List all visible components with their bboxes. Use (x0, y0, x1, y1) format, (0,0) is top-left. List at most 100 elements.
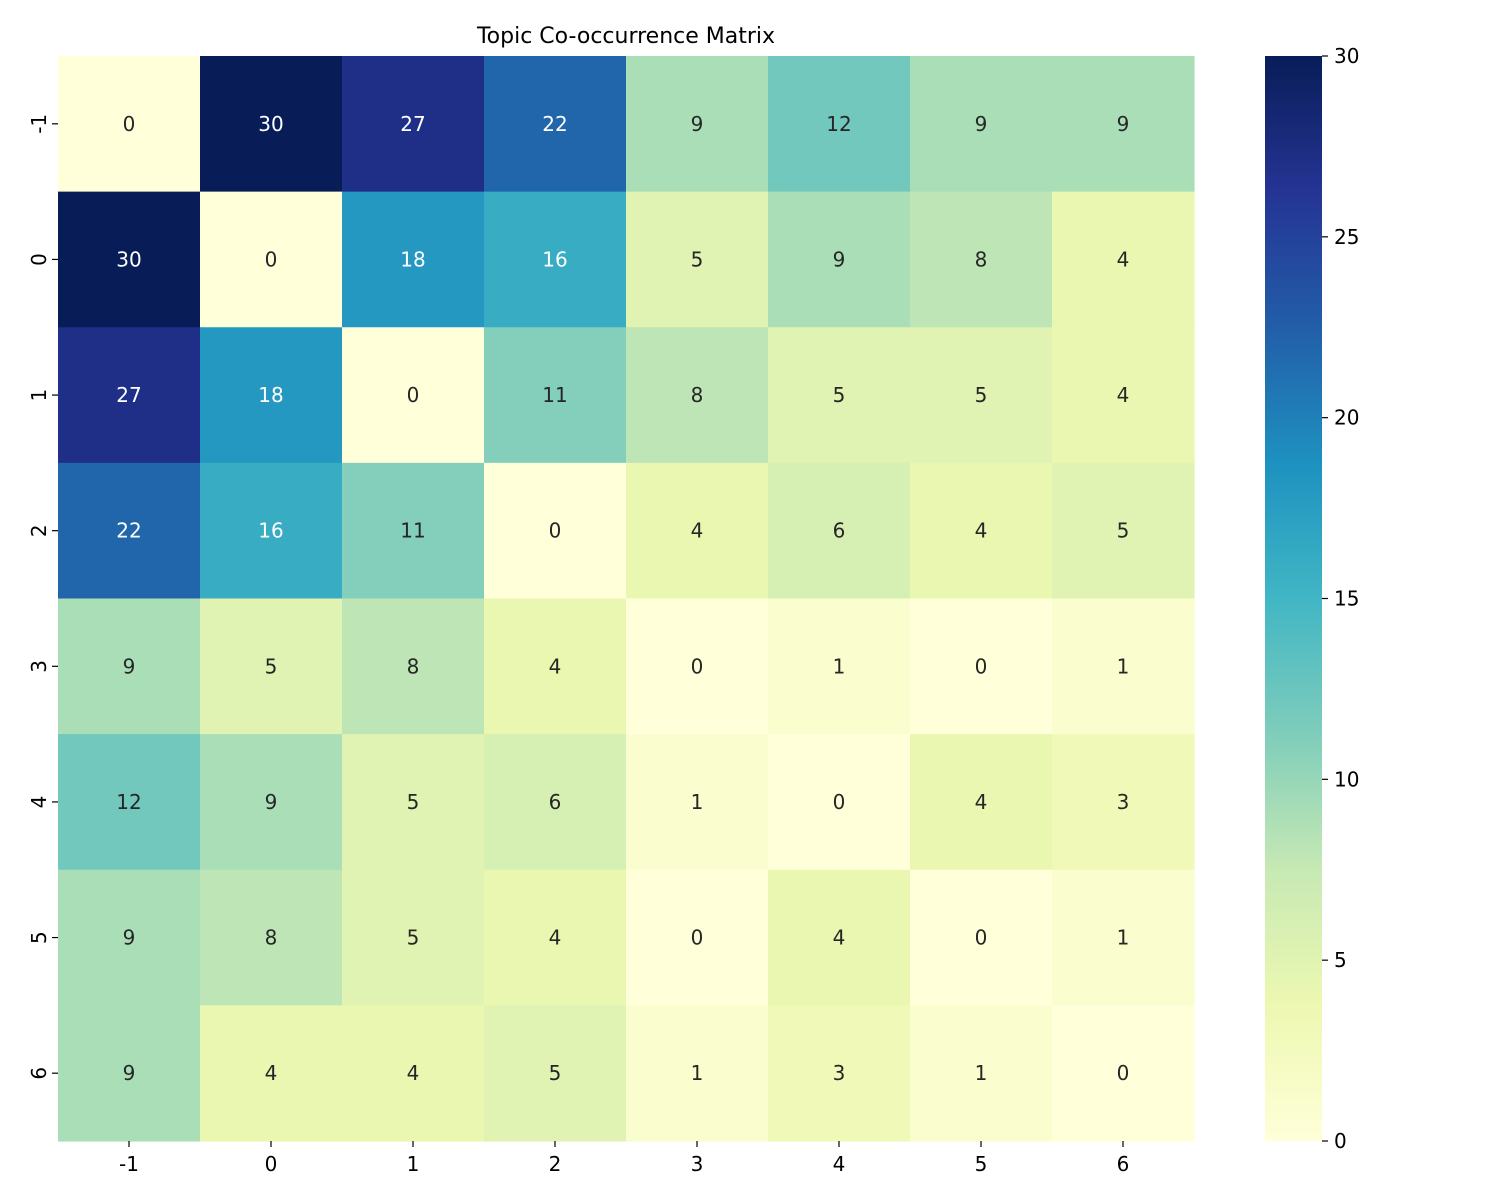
heatmap-cell-r1-c3 (484, 191, 627, 328)
colorbar-tick-label: 15 (1334, 587, 1359, 611)
cell-value-label: 0 (123, 112, 136, 136)
x-tick-label: 5 (975, 1152, 988, 1176)
colorbar-gradient (1265, 56, 1322, 1141)
x-tick-label: 2 (549, 1152, 562, 1176)
heatmap-cell-r6-c7 (1052, 869, 1195, 1006)
y-tick-label: 2 (27, 524, 51, 537)
heatmap-cell-r7-c3 (484, 1005, 627, 1142)
cell-value-label: 1 (1117, 654, 1130, 678)
cell-value-label: 1 (1117, 926, 1130, 950)
x-axis: -1 0 1 2 3 4 5 6 (119, 1141, 1129, 1176)
cell-value-label: 0 (1117, 1061, 1130, 1085)
x-tick-label: 6 (1117, 1152, 1130, 1176)
cell-value-label: 4 (833, 926, 846, 950)
cell-value-label: 16 (542, 247, 567, 271)
heatmap-cell-r4-c1 (200, 598, 343, 735)
heatmap-cell-r3-c1 (200, 462, 343, 600)
cell-value-label: 12 (826, 112, 851, 136)
cell-value-label: 0 (407, 383, 420, 407)
y-tick-label: 5 (27, 931, 51, 944)
colorbar-tick-label: 20 (1334, 406, 1359, 430)
cell-value-label: 18 (400, 247, 425, 271)
heatmap-cell-r1-c4 (626, 191, 769, 328)
cell-value-label: 4 (549, 654, 562, 678)
cell-value-label: 0 (691, 654, 704, 678)
cell-value-label: 8 (975, 247, 988, 271)
heatmap-cell-r6-c5 (768, 869, 911, 1006)
y-tick-label: -1 (27, 114, 51, 134)
heatmap-cell-r6-c2 (342, 869, 485, 1006)
heatmap-cell-r7-c2 (342, 1005, 485, 1142)
heatmap-cell-r3-c5 (768, 462, 911, 600)
heatmap-cell-r5-c5 (768, 734, 911, 871)
heatmap-cell-r3-c0 (58, 462, 201, 600)
cell-value-label: 5 (549, 1061, 562, 1085)
heatmap-annotations: 0 30 27 22 9 12 9 930 0 18 16 5 9 8 427 18 0 11 8 5 5 422 16 11… (116, 112, 1129, 1085)
cell-value-label: 0 (691, 926, 704, 950)
cell-value-label: 9 (123, 654, 136, 678)
y-tick-label: 3 (27, 660, 51, 673)
cell-value-label: 9 (123, 1061, 136, 1085)
cell-value-label: 16 (258, 519, 283, 543)
cell-value-label: 3 (1117, 790, 1130, 814)
cell-value-label: 9 (833, 247, 846, 271)
x-tick-label: 0 (265, 1152, 278, 1176)
cell-value-label: 4 (549, 926, 562, 950)
heatmap-cell-r3-c7 (1052, 462, 1195, 600)
y-axis: -1 0 1 2 3 4 5 6 (27, 114, 58, 1080)
heatmap-cell-r4-c5 (768, 598, 911, 735)
cell-value-label: 6 (833, 519, 846, 543)
heatmap-cell-r6-c6 (910, 869, 1053, 1006)
heatmap-cell-r5-c6 (910, 734, 1053, 871)
cell-value-label: 1 (975, 1061, 988, 1085)
heatmap-cell-r5-c3 (484, 734, 627, 871)
heatmap-cell-r1-c1 (200, 191, 343, 328)
heatmap-cell-r0-c0 (58, 56, 201, 193)
heatmap-cell-r0-c3 (484, 56, 627, 193)
cell-value-label: 9 (265, 790, 278, 814)
cell-value-label: 27 (400, 112, 425, 136)
heatmap-cell-r4-c4 (626, 598, 769, 735)
cell-value-label: 22 (116, 519, 141, 543)
cell-value-label: 8 (265, 926, 278, 950)
heatmap-cell-r6-c0 (58, 869, 201, 1006)
y-tick-label: 4 (27, 796, 51, 809)
cell-value-label: 8 (691, 383, 704, 407)
cell-value-label: 1 (691, 1061, 704, 1085)
heatmap-cell-r7-c0 (58, 1005, 201, 1142)
cell-value-label: 0 (833, 790, 846, 814)
cell-value-label: 0 (975, 654, 988, 678)
heatmap-cell-r1-c7 (1052, 191, 1195, 328)
cell-value-label: 6 (549, 790, 562, 814)
heatmap-cell-r0-c2 (342, 56, 485, 193)
y-tick-label: 1 (27, 389, 51, 402)
heatmap-cell-r2-c2 (342, 327, 485, 464)
heatmap-cell-r1-c5 (768, 191, 911, 328)
chart-title: Topic Co-occurrence Matrix (476, 24, 775, 49)
cell-value-label: 4 (407, 1061, 420, 1085)
heatmap-cell-r2-c5 (768, 327, 911, 464)
cell-value-label: 4 (691, 519, 704, 543)
x-tick-label: 4 (833, 1152, 846, 1176)
heatmap-cell-r6-c4 (626, 869, 769, 1006)
cell-value-label: 0 (549, 519, 562, 543)
cell-value-label: 11 (542, 383, 567, 407)
heatmap-cell-r4-c6 (910, 598, 1053, 735)
cell-value-label: 1 (691, 790, 704, 814)
heatmap-cell-r2-c1 (200, 327, 343, 464)
heatmap-cell-r2-c4 (626, 327, 769, 464)
y-tick-label: 0 (27, 253, 51, 266)
heatmap-cell-r2-c6 (910, 327, 1053, 464)
colorbar-tick-label: 30 (1334, 44, 1359, 68)
cell-value-label: 22 (542, 112, 567, 136)
colorbar-tick-label: 25 (1334, 225, 1359, 249)
heatmap-cell-r1-c6 (910, 191, 1053, 328)
cell-value-label: 9 (1117, 112, 1130, 136)
heatmap-cell-r5-c2 (342, 734, 485, 871)
heatmap-cell-r7-c4 (626, 1005, 769, 1142)
heatmap-cell-r5-c1 (200, 734, 343, 871)
x-tick-label: 3 (691, 1152, 704, 1176)
heatmap-cell-r3-c3 (484, 462, 627, 600)
